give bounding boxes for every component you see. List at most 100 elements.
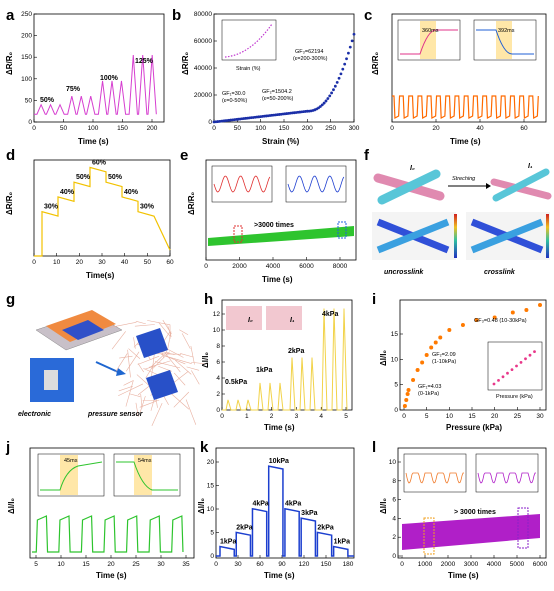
xlabel-i: Pressure (kPa) <box>446 423 502 432</box>
b-ytick-label-4: 80000 <box>194 11 212 18</box>
h-ytick-label-5: 10 <box>213 327 221 334</box>
l-ytick-label-5: 10 <box>389 459 397 466</box>
fiber <box>126 380 133 406</box>
fiber <box>124 381 133 386</box>
panel-label-f: f <box>364 147 370 164</box>
h-annot-0: 0.5kPa <box>225 379 247 386</box>
g-arrow <box>96 362 118 372</box>
fiber <box>141 394 142 408</box>
electrode-top <box>136 328 168 358</box>
i-point-17 <box>538 303 542 307</box>
ylabel-j: ΔI/I₀ <box>7 498 16 514</box>
b-point <box>326 97 329 100</box>
l-xtick-label-0: 0 <box>400 561 404 568</box>
e-note: >3000 times <box>254 222 294 229</box>
inset-j-1-label: 45ms <box>64 458 78 464</box>
fiber <box>112 331 126 349</box>
b-xtick-label-2: 100 <box>255 125 266 132</box>
ylabel-k: ΔI/I₀ <box>197 498 206 514</box>
b-xtick-label-3: 150 <box>279 125 290 132</box>
fiber <box>128 349 139 359</box>
b-ytick-label-3: 60000 <box>194 38 212 45</box>
h-annot-3: 4kPa <box>322 311 338 318</box>
k-ytick-label-4: 20 <box>207 459 215 466</box>
i-ytick-label-3: 15 <box>391 331 399 338</box>
f-i1: I₁ <box>528 163 533 170</box>
d-xtick-label-2: 20 <box>76 259 84 266</box>
fiber <box>182 333 190 348</box>
g-pressure: pressure sensor <box>87 411 144 418</box>
fiber-pair-2 <box>494 172 548 198</box>
a-ytick-label-4: 200 <box>21 33 32 40</box>
ylabel-l: ΔI/I₀ <box>379 498 388 514</box>
a-xtick-label-1: 50 <box>60 125 68 132</box>
b-xtick-label-4: 200 <box>302 125 313 132</box>
xlabel-a: Time (s) <box>78 137 109 146</box>
j-xtick-label-5: 30 <box>157 561 165 568</box>
h-xtick-label-5: 5 <box>344 413 348 420</box>
i-inset-point <box>520 361 523 364</box>
gf1r-i: (0-1kPa) <box>418 391 439 397</box>
a-ytick-label-3: 150 <box>21 54 32 61</box>
panel-label-a: a <box>6 7 15 24</box>
j-xtick-label-2: 15 <box>82 561 90 568</box>
h-xtick-label-0: 0 <box>220 413 224 420</box>
h-ytick-label-2: 4 <box>216 375 220 382</box>
g-electronic: electronic <box>18 411 51 418</box>
ylabel-i: ΔI/I₀ <box>379 350 388 366</box>
b-point <box>330 92 333 95</box>
series-e-band <box>208 226 354 246</box>
b-point <box>338 77 341 80</box>
j-xtick-label-6: 35 <box>182 561 190 568</box>
i-ytick-label-2: 10 <box>391 356 399 363</box>
b-point <box>340 72 343 75</box>
ylabel-e: ΔR/R₀ <box>187 191 196 215</box>
inset-b-xlabel: Strain (%) <box>236 66 261 72</box>
k-annot-4: 4kPa <box>285 501 301 508</box>
i-point-0 <box>403 404 407 408</box>
inset-e-2 <box>286 166 346 202</box>
gf1-b: GF₁=30.0 <box>222 91 245 97</box>
i-inset-point <box>506 372 509 375</box>
xlabel-l: Time (s) <box>448 571 479 580</box>
series-l-band <box>402 514 540 550</box>
k-xtick-label-4: 120 <box>299 561 310 568</box>
gf3-b: GF₃=62194 <box>295 49 323 55</box>
panel-label-h: h <box>204 291 213 308</box>
i-inset-point <box>497 379 500 382</box>
panel-label-d: d <box>6 147 15 164</box>
i-point-9 <box>434 341 438 345</box>
l-xtick-label-5: 5000 <box>510 561 525 568</box>
k-annot-1: 2kPa <box>236 524 252 531</box>
b-point <box>353 33 356 36</box>
fiber <box>174 392 189 407</box>
panel-label-l: l <box>372 439 376 456</box>
h-i1: I₁ <box>290 317 295 324</box>
xlabel-b: Strain (%) <box>262 137 300 146</box>
h-inset-2 <box>266 306 302 330</box>
h-i0: I₀ <box>248 317 253 324</box>
fiber <box>179 330 188 335</box>
b-point <box>347 52 350 55</box>
fiber <box>138 363 144 372</box>
i-ytick-label-0: 0 <box>394 407 398 414</box>
i-point-16 <box>524 308 528 312</box>
xlabel-e: Time (s) <box>262 275 293 284</box>
i-xtick-label-1: 5 <box>425 413 429 420</box>
fiber <box>128 350 131 378</box>
b-point <box>323 102 326 105</box>
b-point <box>345 57 348 60</box>
b-point <box>336 81 339 84</box>
b-point <box>351 39 354 42</box>
i-point-7 <box>425 353 429 357</box>
i-point-6 <box>420 361 424 365</box>
xlabel-k: Time (s) <box>264 571 295 580</box>
k-ytick-label-1: 5 <box>210 530 214 537</box>
panel-label-b: b <box>172 7 181 24</box>
i-inset-point <box>529 354 532 357</box>
